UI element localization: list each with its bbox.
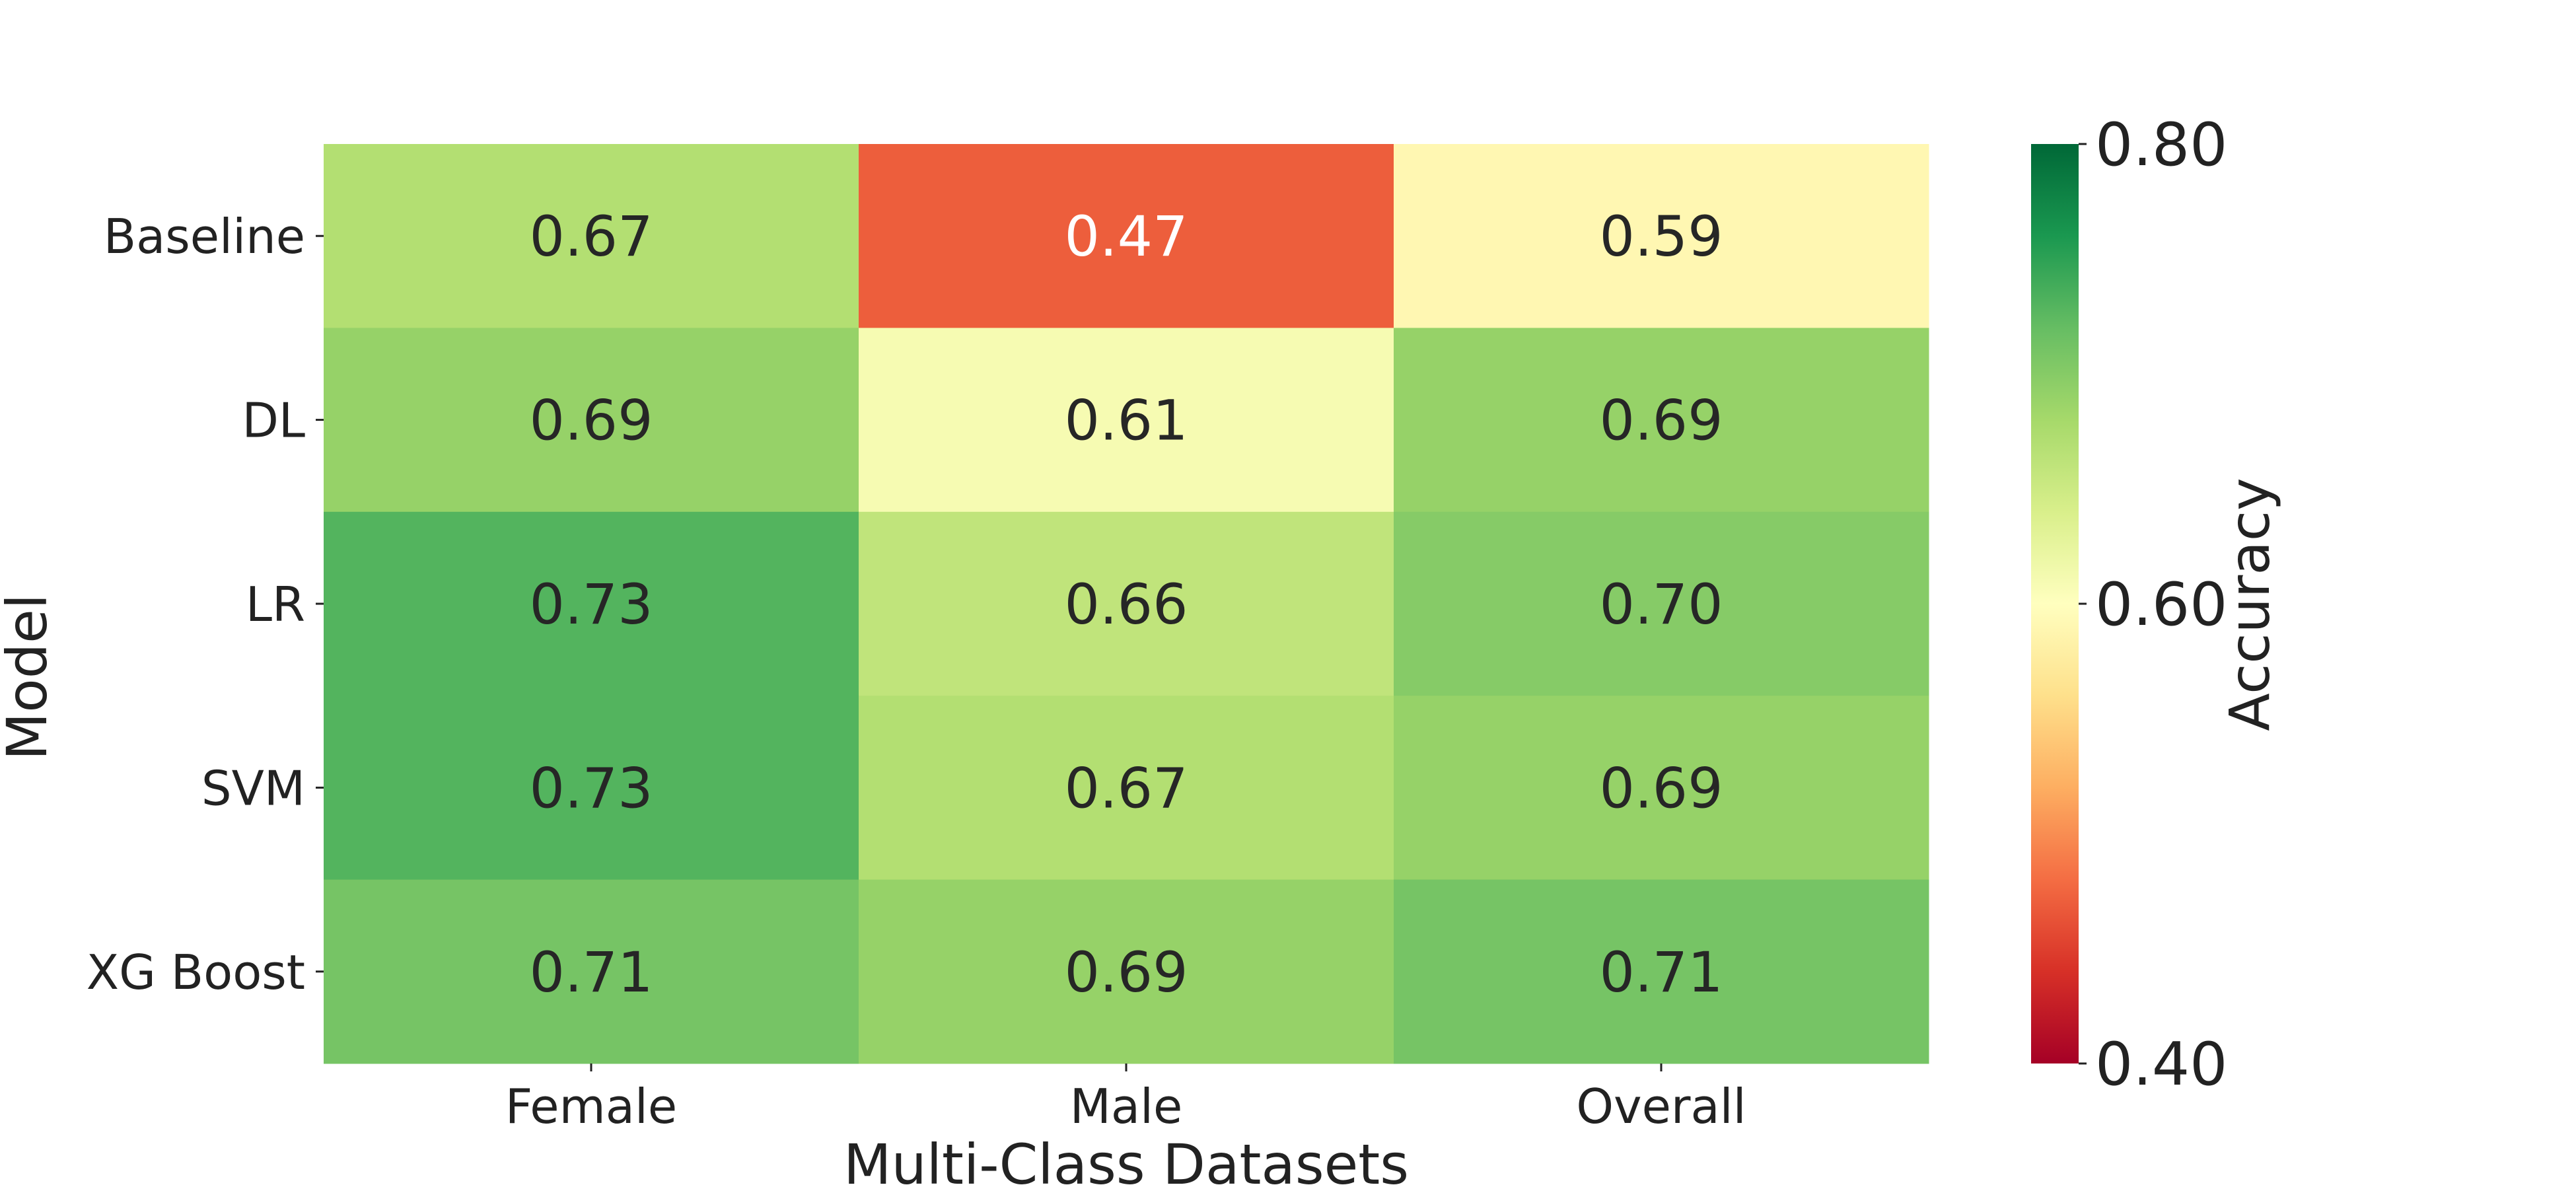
- x-axis-label: Multi-Class Datasets: [843, 1132, 1409, 1189]
- cell-value-label: 0.47: [1064, 204, 1188, 269]
- heatmap-cell: [859, 328, 1394, 513]
- cell-value-label: 0.66: [1064, 572, 1188, 637]
- cell-value-label: 0.59: [1599, 204, 1723, 269]
- heatmap-cell: [324, 144, 859, 328]
- colorbar-tick-label: 0.60: [2095, 570, 2227, 639]
- cell-value-label: 0.61: [1064, 388, 1188, 453]
- cell-value-label: 0.71: [1599, 940, 1723, 1005]
- cell-value-label: 0.73: [529, 572, 653, 637]
- colorbar-ticks: 0.40 0.60 0.80: [2079, 110, 2227, 1099]
- heatmap-cell: [859, 144, 1394, 328]
- y-tick-label: Baseline: [104, 209, 305, 264]
- heatmap-cell: [859, 879, 1394, 1064]
- y-tick-label: SVM: [201, 760, 305, 816]
- heatmap-cell: [324, 511, 859, 696]
- heatmap-cell: [859, 696, 1394, 881]
- heatmap-cell: [1394, 328, 1929, 513]
- heatmap-cell: [1394, 696, 1929, 881]
- x-tick-labels: Female Male Overall: [505, 1063, 1746, 1134]
- cell-value-label: 0.69: [1599, 756, 1723, 820]
- cell-value-label: 0.73: [529, 756, 653, 820]
- heatmap-cell: [1394, 879, 1929, 1064]
- y-axis-label: Model: [0, 594, 59, 760]
- heatmap-cells: 0.67 0.47 0.59 0.69 0.61 0.69 0.73 0.66 0.70 0.73…: [324, 144, 1929, 1064]
- colorbar-gradient: [2031, 144, 2079, 1063]
- colorbar-tick-label: 0.40: [2095, 1030, 2227, 1099]
- y-tick-label: LR: [246, 577, 305, 632]
- y-tick-label: XG Boost: [87, 945, 305, 1000]
- cell-value-label: 0.71: [529, 940, 653, 1005]
- heatmap-cell: [1394, 511, 1929, 696]
- y-tick-label: DL: [242, 393, 305, 449]
- x-tick-label: Overall: [1576, 1079, 1746, 1134]
- y-tick-labels: Baseline DL LR SVM XG Boost: [87, 209, 324, 1000]
- colorbar: 0.40 0.60 0.80 Accuracy: [2031, 110, 2282, 1099]
- heatmap-cell: [859, 511, 1394, 696]
- cell-value-label: 0.67: [1064, 756, 1188, 820]
- cell-value-label: 0.69: [1064, 940, 1188, 1005]
- heatmap-cell: [324, 696, 859, 881]
- colorbar-tick-label: 0.80: [2095, 110, 2227, 180]
- heatmap-cell: [324, 879, 859, 1064]
- heatmap-cell: [1394, 144, 1929, 328]
- cell-value-label: 0.67: [529, 204, 653, 269]
- cell-value-label: 0.69: [1599, 388, 1723, 453]
- x-tick-label: Female: [505, 1079, 677, 1134]
- x-tick-label: Male: [1070, 1079, 1183, 1134]
- cell-value-label: 0.69: [529, 388, 653, 453]
- colorbar-label: Accuracy: [2217, 478, 2282, 731]
- heatmap-cell: [324, 328, 859, 513]
- cell-value-label: 0.70: [1599, 572, 1723, 637]
